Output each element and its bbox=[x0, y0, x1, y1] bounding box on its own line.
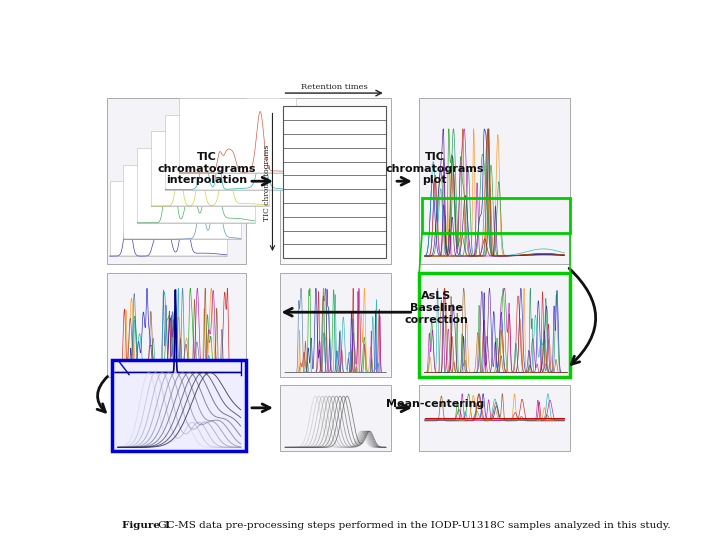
Bar bbox=[280, 385, 392, 451]
Bar bbox=[422, 198, 570, 233]
Bar bbox=[419, 273, 570, 377]
Text: TIC
chromatograms
plot: TIC chromatograms plot bbox=[386, 152, 484, 185]
Bar bbox=[280, 98, 392, 265]
Bar bbox=[138, 148, 255, 223]
Bar bbox=[419, 98, 570, 265]
Bar bbox=[109, 181, 227, 256]
Bar bbox=[112, 360, 246, 451]
Bar bbox=[280, 273, 392, 377]
Text: TIC chromatograms: TIC chromatograms bbox=[263, 144, 271, 220]
Bar bbox=[124, 165, 240, 239]
Bar bbox=[166, 114, 282, 190]
Bar bbox=[107, 98, 246, 265]
Bar bbox=[151, 131, 269, 206]
Text: COW
alignment: COW alignment bbox=[176, 393, 238, 415]
Text: Retention times: Retention times bbox=[301, 83, 367, 91]
Text: Mean-centering: Mean-centering bbox=[386, 399, 484, 409]
Text: GC-MS data pre-processing steps performed in the IODP-U1318C samples analyzed in: GC-MS data pre-processing steps performe… bbox=[155, 521, 670, 530]
Bar bbox=[179, 98, 297, 173]
Bar bbox=[419, 385, 570, 451]
Bar bbox=[107, 273, 246, 377]
Text: AsLS
Baseline
correction: AsLS Baseline correction bbox=[404, 292, 468, 325]
Text: Figure 1: Figure 1 bbox=[122, 521, 171, 530]
Bar bbox=[282, 106, 386, 258]
Text: TIC
chromatograms
interpolation: TIC chromatograms interpolation bbox=[158, 152, 256, 185]
